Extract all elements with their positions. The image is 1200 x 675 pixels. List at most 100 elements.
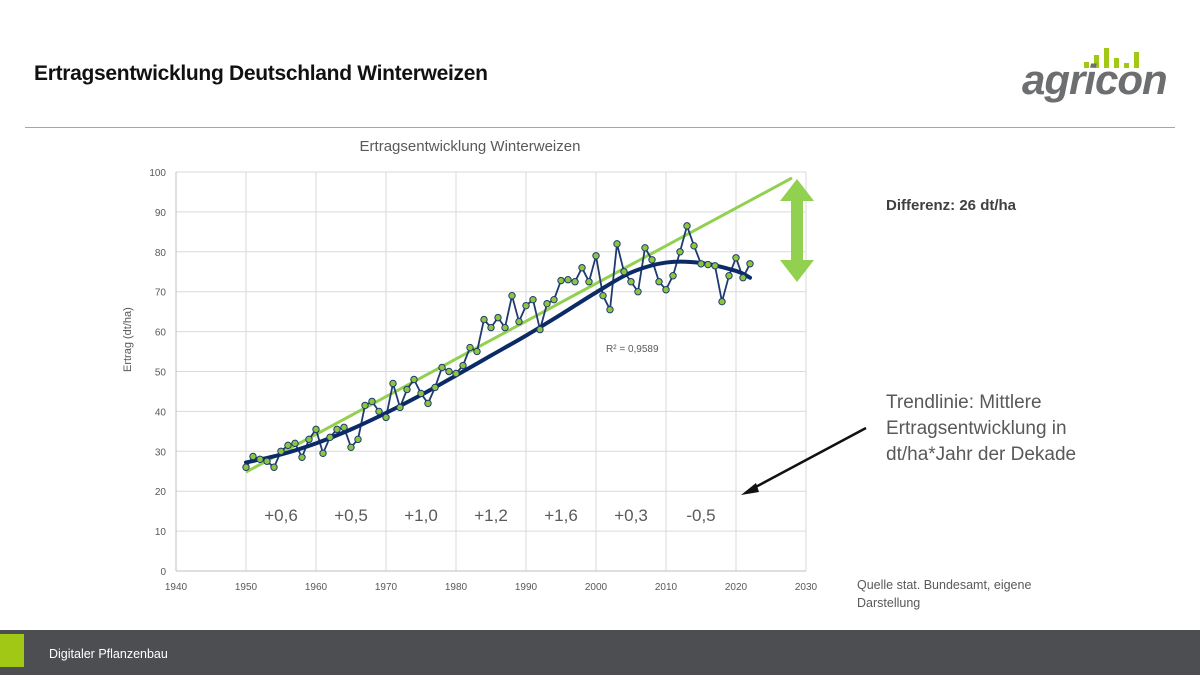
data-point xyxy=(424,399,432,408)
data-point xyxy=(270,463,278,471)
footer-text: Digitaler Pflanzenbau xyxy=(49,647,168,661)
data-point xyxy=(522,301,530,310)
data-point xyxy=(396,403,404,412)
y-tick-label: 80 xyxy=(155,248,167,259)
data-point xyxy=(403,385,411,394)
data-point xyxy=(529,295,537,304)
footer-accent xyxy=(0,634,24,667)
x-tick-label: 1990 xyxy=(515,582,538,593)
r-squared-label: R² = 0,9589 xyxy=(606,344,659,355)
data-point xyxy=(466,343,474,352)
data-point xyxy=(256,455,264,463)
double-arrow-shape xyxy=(780,179,814,282)
decade-rate-labels: +0,6 +0,5 +1,0 +1,2 +1,6 +0,3 -0,5 xyxy=(264,506,715,525)
data-point xyxy=(298,453,306,461)
data-point xyxy=(662,286,670,294)
data-point xyxy=(277,447,285,455)
data-point xyxy=(445,367,453,376)
data-point xyxy=(284,441,292,450)
data-point xyxy=(536,325,544,334)
x-tick-label: 1940 xyxy=(165,582,188,593)
data-point xyxy=(340,423,348,432)
data-point xyxy=(627,278,635,286)
data-point xyxy=(550,295,558,304)
agricon-logo: agricon xyxy=(1020,42,1168,112)
data-point xyxy=(683,222,691,230)
data-point xyxy=(382,413,390,422)
data-point xyxy=(732,254,740,262)
x-tick-label: 2020 xyxy=(725,582,748,593)
data-point xyxy=(613,240,621,248)
data-point xyxy=(375,407,383,416)
difference-label: Differenz: 26 dt/ha xyxy=(886,197,1017,214)
data-point xyxy=(487,323,495,332)
data-point xyxy=(578,264,586,272)
data-point xyxy=(655,278,663,286)
data-point xyxy=(249,452,257,461)
data-point xyxy=(312,425,320,434)
y-tick-label: 60 xyxy=(155,328,167,339)
data-point xyxy=(452,369,460,378)
data-point xyxy=(585,278,593,286)
data-point xyxy=(438,363,446,372)
data-point xyxy=(480,315,488,324)
decade-rate-label: +1,2 xyxy=(474,506,508,525)
data-point xyxy=(571,278,579,286)
data-point xyxy=(319,449,327,457)
footer-bar xyxy=(0,630,1200,675)
header-divider xyxy=(25,127,1175,128)
data-point xyxy=(347,443,355,452)
decade-rate-label: +1,6 xyxy=(544,506,578,525)
data-point xyxy=(361,401,369,410)
y-tick-label: 50 xyxy=(155,368,167,379)
data-point xyxy=(431,383,439,392)
chart-title: Ertragsentwicklung Winterweizen xyxy=(359,138,581,155)
data-point xyxy=(711,262,719,270)
data-point xyxy=(648,256,656,264)
decade-rate-label: -0,5 xyxy=(686,506,715,525)
data-point xyxy=(543,299,551,308)
logo-bars-icon xyxy=(1084,48,1139,68)
x-tick-label: 2010 xyxy=(655,582,678,593)
data-point xyxy=(473,347,481,356)
decade-rate-label: +1,0 xyxy=(404,506,438,525)
data-point xyxy=(676,248,684,256)
x-tick-label: 1970 xyxy=(375,582,398,593)
data-point xyxy=(641,244,649,252)
data-point xyxy=(697,260,705,268)
x-tick-label: 1960 xyxy=(305,582,328,593)
decade-rate-label: +0,3 xyxy=(614,506,648,525)
data-point xyxy=(746,260,754,268)
x-tick-label: 1950 xyxy=(235,582,258,593)
data-point xyxy=(410,375,418,384)
logo-wordmark: agricon xyxy=(1022,56,1168,103)
data-point xyxy=(718,297,726,306)
annotation-arrow-line xyxy=(749,426,867,492)
trendline-note: Trendlinie: Mittlere Ertragsentwicklung … xyxy=(886,392,1077,465)
chart-axes xyxy=(175,172,806,572)
data-point xyxy=(725,272,733,280)
difference-arrow-icon xyxy=(780,179,814,282)
y-tick-label: 100 xyxy=(149,168,166,179)
data-point xyxy=(494,313,502,322)
data-point xyxy=(739,274,747,282)
data-point xyxy=(606,305,614,314)
data-point xyxy=(417,389,425,398)
decade-rate-label: +0,5 xyxy=(334,506,368,525)
data-point xyxy=(704,260,712,269)
slide-title: Ertragsentwicklung Deutschland Winterwei… xyxy=(34,62,488,85)
x-tick-label: 1980 xyxy=(445,582,468,593)
data-point xyxy=(564,276,572,284)
data-point xyxy=(305,435,313,444)
data-point xyxy=(634,288,642,296)
data-point xyxy=(389,379,397,388)
data-point xyxy=(599,291,607,300)
data-point xyxy=(620,268,628,276)
y-tick-label: 30 xyxy=(155,447,167,458)
y-tick-label: 40 xyxy=(155,407,167,418)
y-tick-label: 20 xyxy=(155,487,167,498)
data-point xyxy=(557,276,565,285)
data-point xyxy=(501,323,509,332)
data-point xyxy=(326,433,334,442)
